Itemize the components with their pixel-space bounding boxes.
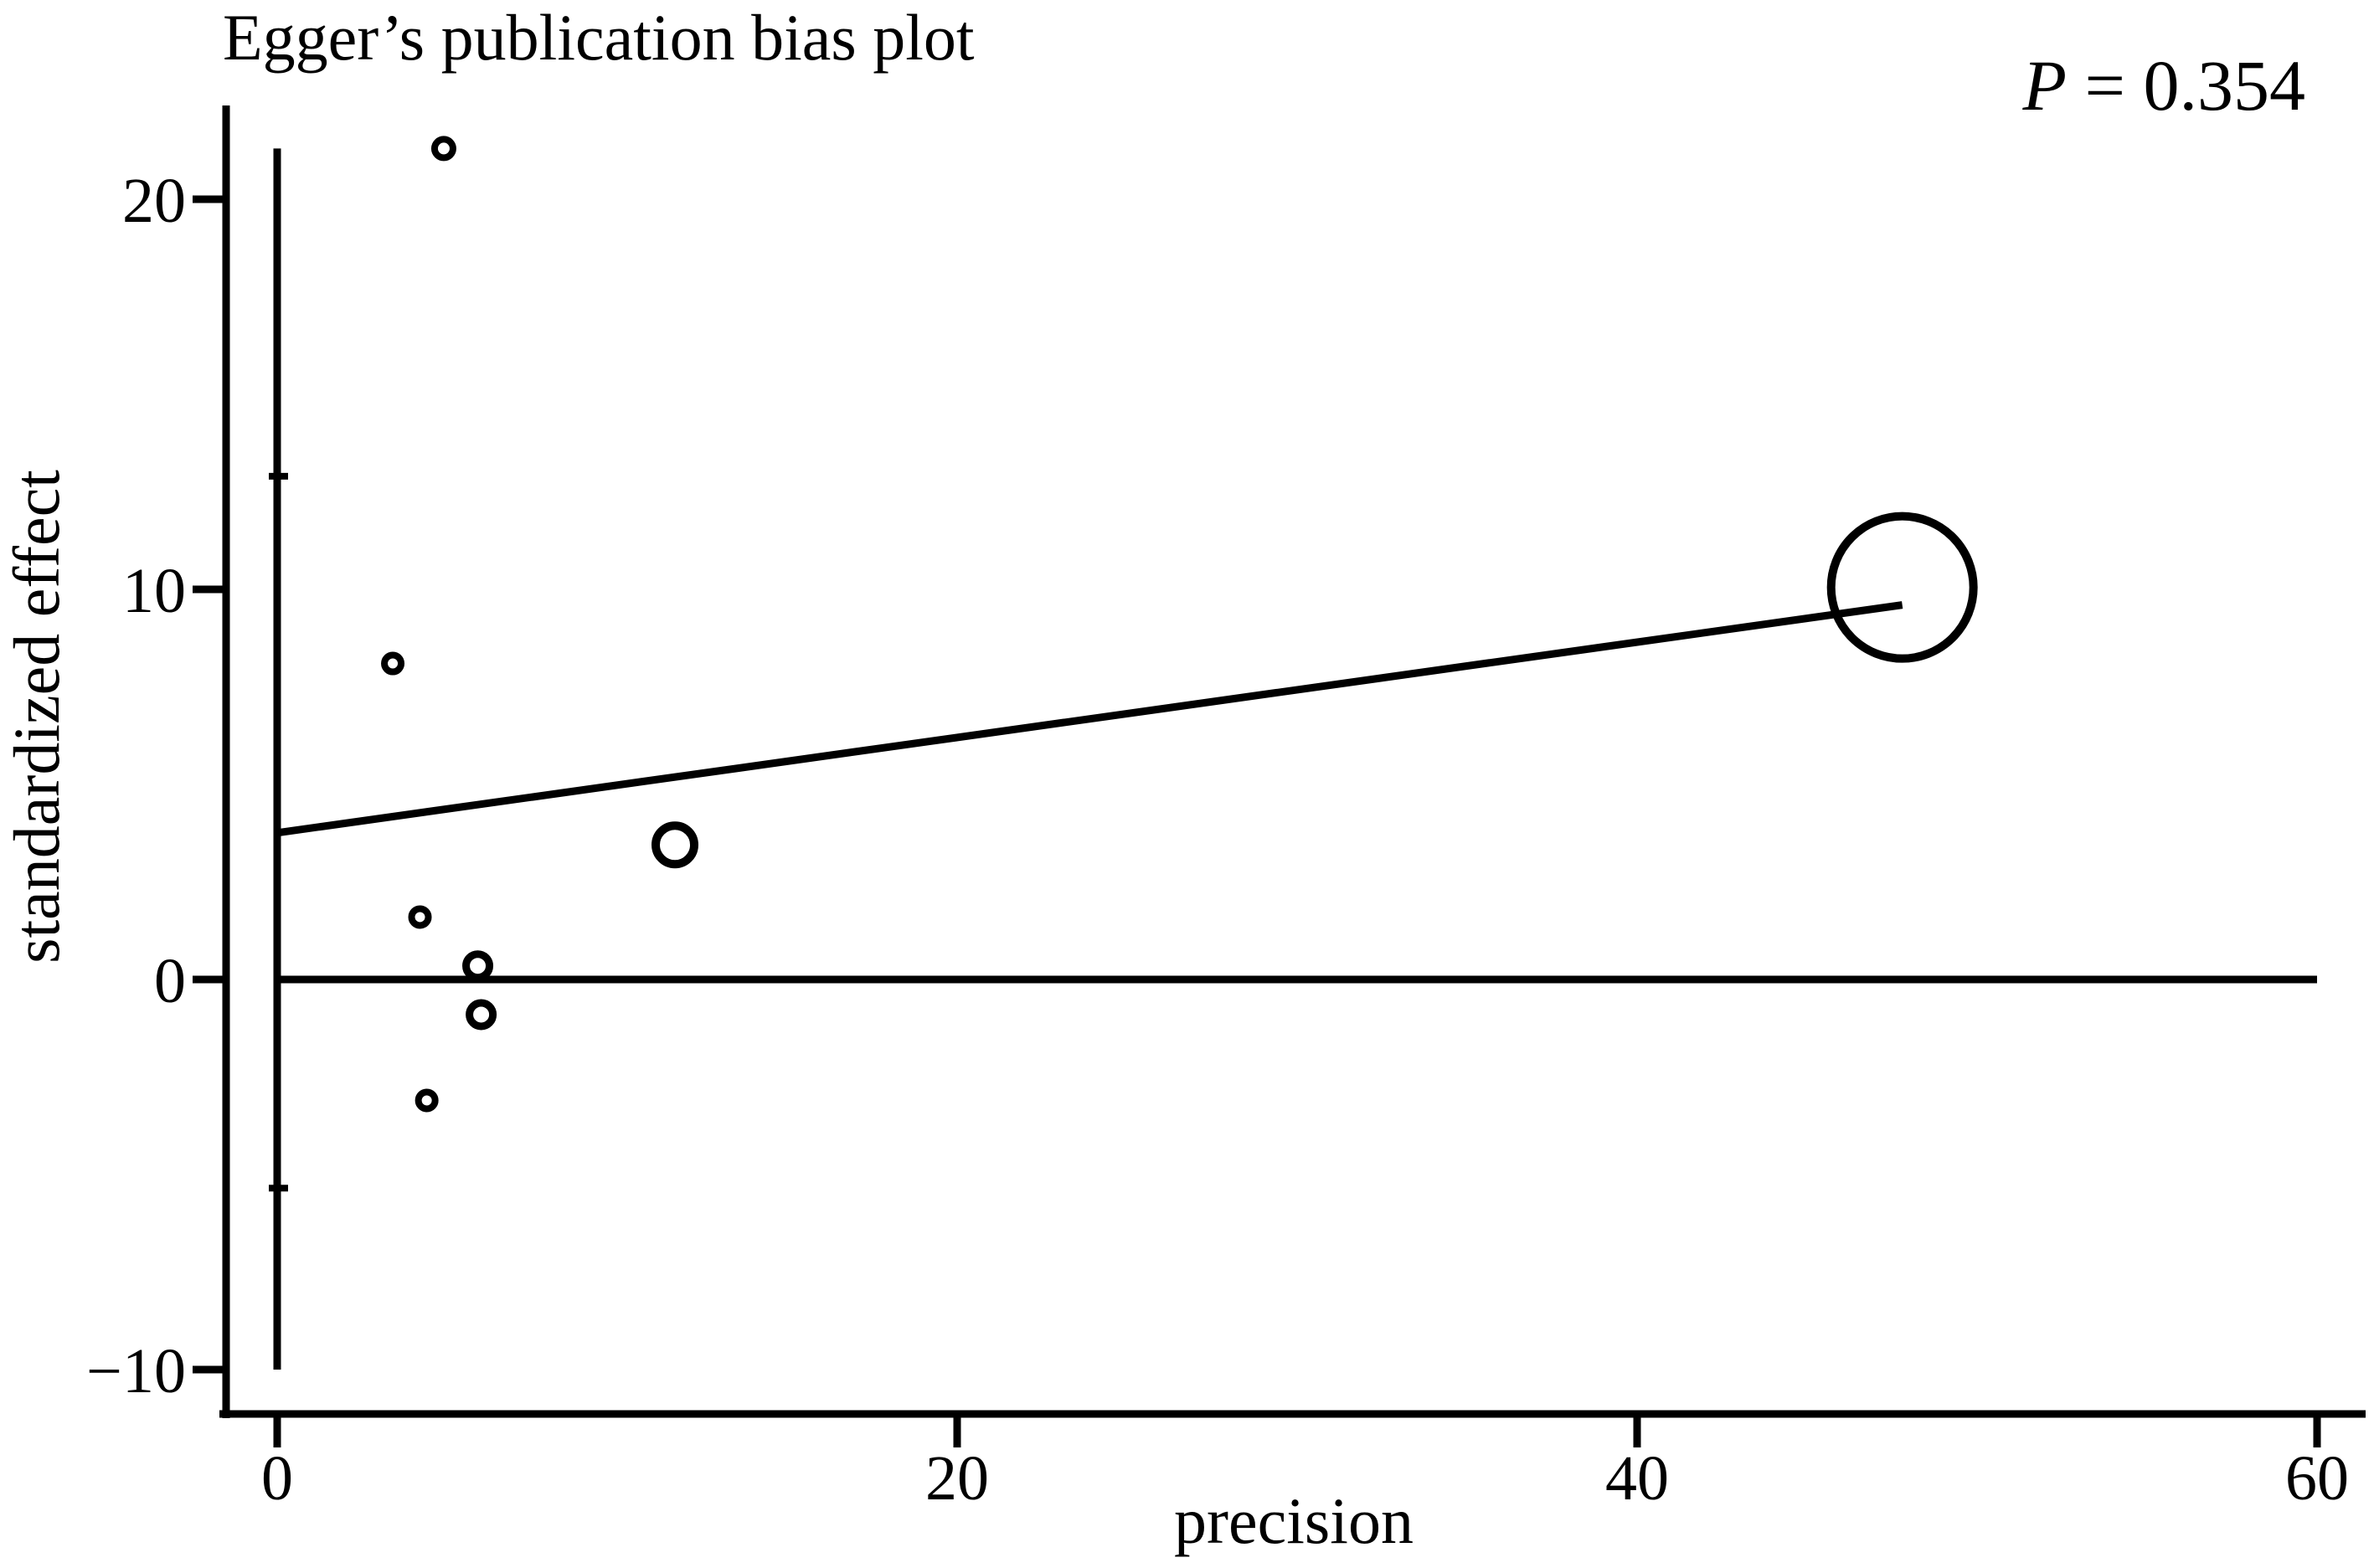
study-point [381,651,405,676]
x-tick-label: 40 [1605,1443,1669,1514]
study-point [651,821,699,869]
study-point [466,999,497,1031]
y-tick-label: 10 [122,556,186,626]
chart-title: Egger’s publication bias plot [223,1,975,74]
x-tick-label: 20 [925,1443,989,1514]
study-point [462,950,494,982]
p-value-annotation: P = 0.354 [2022,44,2305,127]
x-tick-label: 0 [261,1443,293,1514]
p-symbol: P [2022,45,2067,126]
regression-line [276,601,1903,837]
y-tick-label: 0 [154,946,186,1016]
x-axis-label: precision [1174,1484,1414,1557]
study-point [408,905,432,929]
study-point [415,1088,439,1113]
y-tick-label: 20 [122,166,186,236]
study-point [1826,512,1978,663]
study-point [430,136,456,162]
y-axis-label: standardized effect [0,470,73,964]
x-tick-label: 60 [2285,1443,2349,1514]
p-value-text: = 0.354 [2066,45,2305,126]
y-tick-label: −10 [86,1336,186,1406]
